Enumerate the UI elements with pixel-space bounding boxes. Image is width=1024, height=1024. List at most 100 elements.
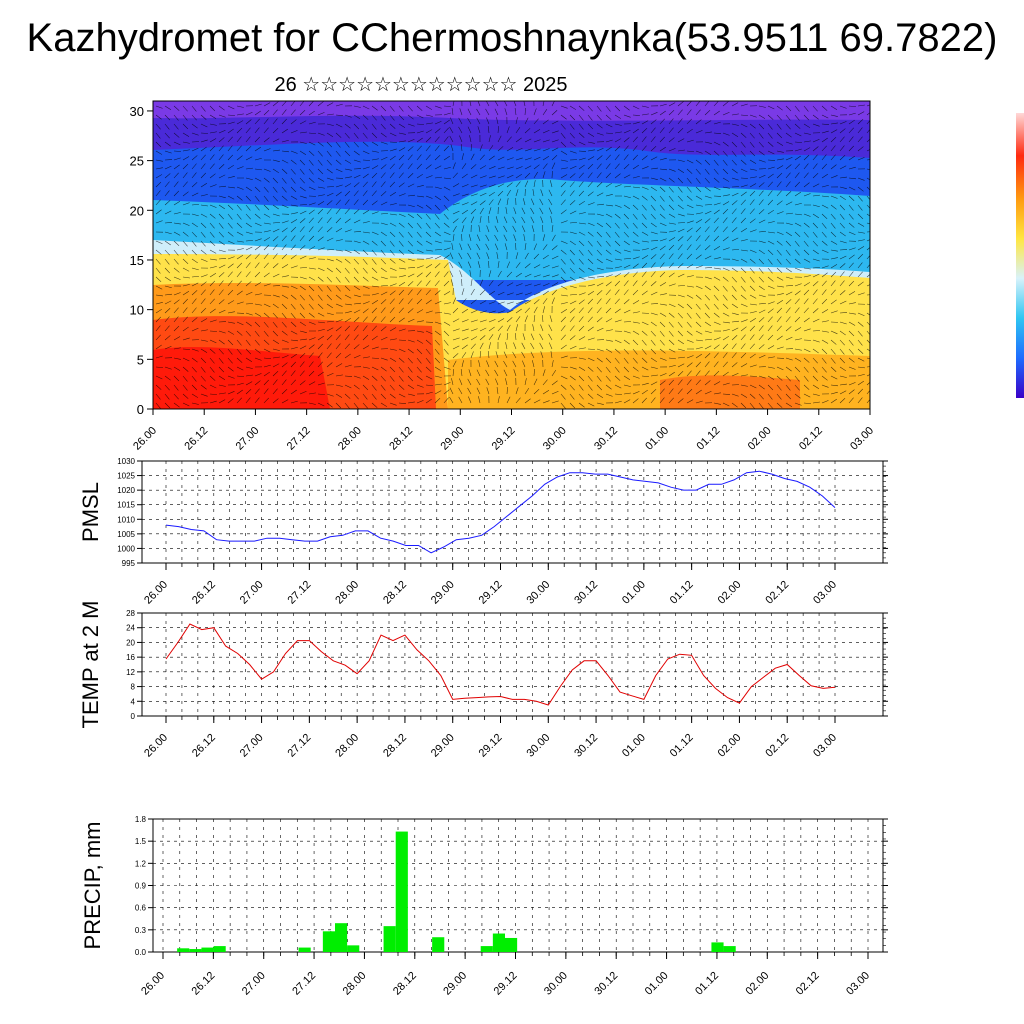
wind-vector [614, 375, 621, 381]
wind-vector [308, 257, 316, 260]
wind-vector [776, 105, 783, 111]
wind-vector [812, 330, 821, 332]
wind-vector [785, 366, 792, 372]
wind-vector [155, 199, 161, 206]
wind-vector [857, 357, 865, 362]
wind-vector [530, 342, 535, 350]
wind-vector [182, 276, 190, 279]
wind-vector [317, 194, 325, 197]
wind-vector [416, 309, 424, 314]
wind-vector [596, 375, 602, 382]
wind-vector [389, 172, 395, 179]
wind-vector [704, 245, 711, 251]
wind-vector [569, 293, 577, 296]
wind-vector [398, 193, 406, 197]
wind-vector [794, 298, 800, 305]
x-tick-label: 30.12 [592, 425, 620, 453]
wind-vector [452, 218, 459, 224]
wind-vector [371, 258, 377, 265]
wind-vector [317, 343, 324, 350]
wind-vector [200, 298, 206, 305]
wind-vector [236, 113, 244, 116]
wind-vector [407, 154, 413, 161]
wind-vector [487, 351, 490, 359]
wind-vector [830, 136, 837, 143]
wind-vector [749, 325, 756, 332]
wind-vector [362, 240, 370, 245]
wind-vector [740, 258, 748, 263]
wind-vector [659, 177, 667, 182]
wind-vector [362, 375, 370, 380]
wind-vector [173, 393, 179, 400]
wind-vector [522, 333, 526, 341]
wind-vector [821, 265, 829, 269]
wind-vector [848, 177, 856, 180]
y-axis-title: TEMP at 2 M [78, 601, 103, 729]
wind-vector [272, 263, 279, 269]
wind-vector [848, 330, 855, 337]
wind-vector [452, 193, 460, 197]
precip-bar [711, 942, 724, 952]
wind-vector [587, 191, 594, 197]
wind-vector [857, 348, 864, 354]
wind-vector [155, 344, 162, 350]
x-tick-label: 28.00 [336, 425, 364, 453]
wind-vector [434, 186, 442, 190]
wind-vector [496, 117, 499, 125]
wind-vector [749, 384, 757, 389]
wind-vector [632, 164, 639, 170]
wind-vector [173, 299, 180, 305]
wind-vector [434, 105, 442, 109]
wind-vector [299, 235, 305, 242]
wind-vector [389, 148, 397, 152]
wind-vector [416, 348, 423, 355]
wind-vector [254, 321, 261, 328]
wind-vector [317, 321, 325, 324]
wind-vector [227, 348, 233, 355]
wind-vector [560, 181, 567, 188]
wind-vector [677, 195, 683, 202]
wind-vector [749, 402, 755, 409]
wind-vector [218, 137, 225, 143]
wind-vector [461, 328, 469, 332]
wind-vector [812, 163, 818, 170]
wind-vector [173, 105, 180, 111]
wind-vector [416, 280, 422, 287]
wind-vector [512, 351, 517, 359]
wind-vector [450, 279, 454, 287]
wind-vector [839, 195, 847, 201]
y-axis-title: PRECIP, mm [80, 822, 105, 950]
wind-vector [569, 132, 575, 139]
wind-vector [308, 381, 316, 386]
wind-vector [191, 132, 199, 136]
wind-vector [650, 303, 658, 305]
wind-vector [668, 364, 676, 368]
wind-vector [155, 285, 163, 290]
wind-vector [173, 249, 179, 256]
wind-vector [821, 130, 829, 134]
wind-vector [686, 227, 693, 233]
wind-vector [236, 301, 244, 305]
wind-vector [164, 222, 172, 224]
wind-vector [461, 193, 469, 197]
wind-vector [524, 157, 532, 161]
wind-vector [506, 324, 511, 332]
wind-vector [461, 298, 467, 305]
wind-vector [461, 217, 467, 224]
wind-vector [281, 150, 289, 153]
wind-vector [794, 290, 801, 296]
wind-vector [812, 298, 818, 305]
wind-vector [512, 225, 517, 233]
wind-vector [785, 132, 792, 138]
x-tick-label: 30.00 [541, 425, 569, 453]
wind-vector [785, 231, 792, 237]
wind-vector [416, 213, 423, 219]
wind-vector [236, 280, 242, 287]
wind-vector [506, 182, 513, 188]
wind-vector [353, 209, 360, 215]
wind-vector [326, 343, 332, 350]
wind-vector [380, 132, 387, 138]
wind-vector [191, 282, 199, 287]
wind-vector [236, 330, 243, 336]
wind-vector [560, 174, 568, 179]
